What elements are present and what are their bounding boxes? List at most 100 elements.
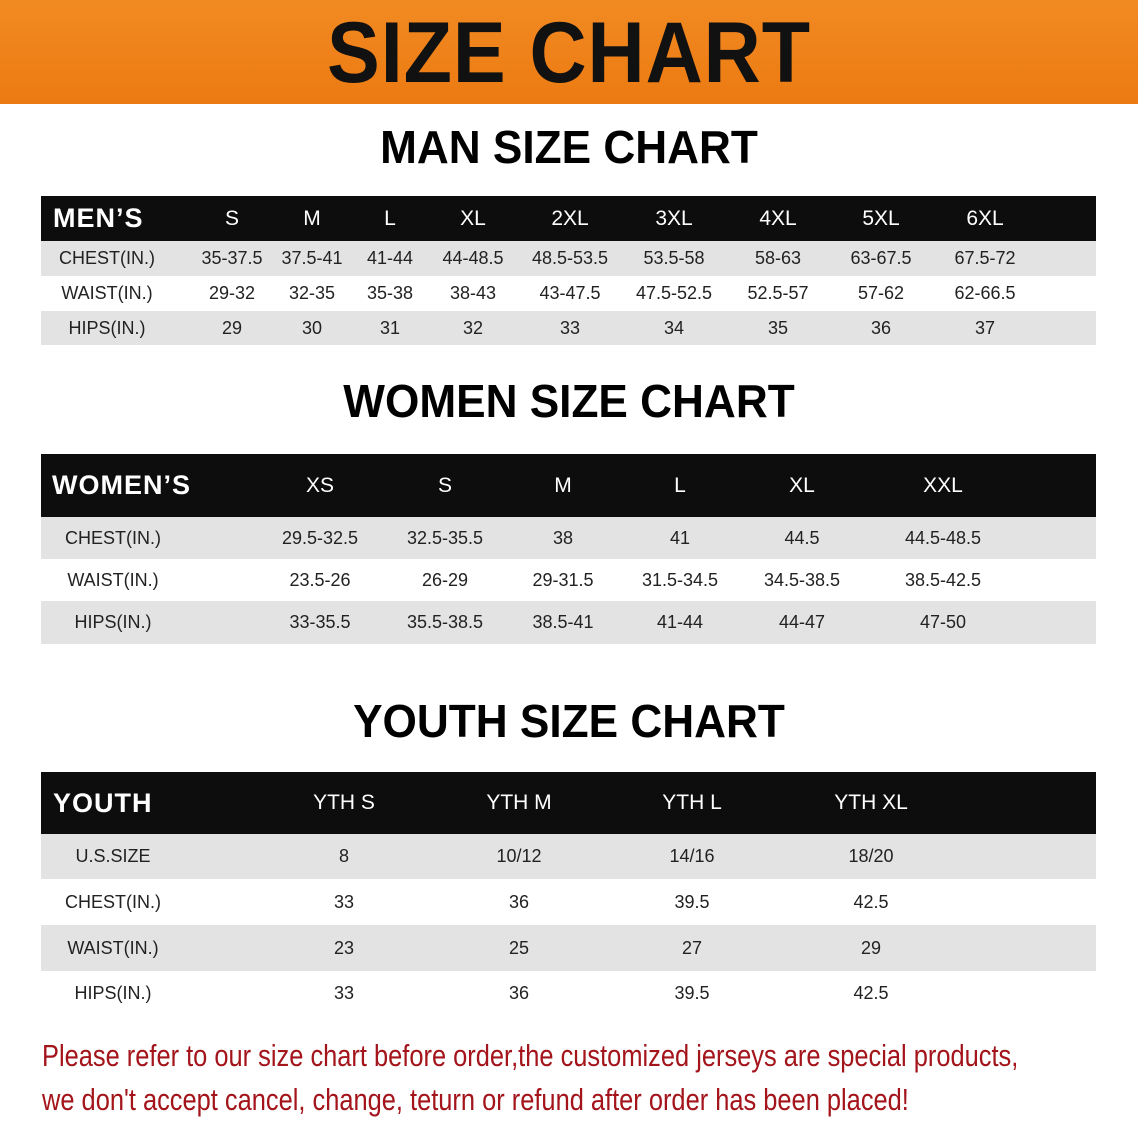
women-section-title: WOMEN SIZE CHART <box>343 375 795 427</box>
row-label: HIPS(IN.) <box>68 317 146 338</box>
table-cell: 36 <box>870 317 892 338</box>
table-cell: 37 <box>974 317 996 338</box>
table-cell: 42.5 <box>853 983 889 1003</box>
size-column-header: 2XL <box>551 206 589 230</box>
table-cell: 33 <box>333 891 355 912</box>
table-cell: 27 <box>681 937 703 958</box>
table-cell: 38 <box>552 527 574 548</box>
row-label: HIPS(IN.) <box>74 983 152 1003</box>
table-cell: 53.5-58 <box>643 248 705 268</box>
table-cell: 39.5 <box>674 983 710 1003</box>
size-column-header: M <box>303 206 321 230</box>
size-column-header: YTH XL <box>834 791 908 814</box>
table-row: HIPS(IN.) 29 30 31 32 33 34 35 36 37 <box>41 311 1096 345</box>
table-cell: 36 <box>508 891 530 912</box>
table-cell: 37.5-41 <box>281 248 343 268</box>
header-banner: SIZE CHART <box>0 0 1138 104</box>
table-cell: 35.5-38.5 <box>406 612 484 632</box>
table-cell: 39.5 <box>674 891 710 912</box>
table-cell: 41-44 <box>366 248 414 268</box>
table-cell: 38-43 <box>449 283 497 303</box>
table-row: CHEST(IN.) 33 36 39.5 42.5 <box>41 879 1096 925</box>
size-column-header: L <box>674 473 686 497</box>
table-cell: 26-29 <box>421 569 469 590</box>
table-cell: 29-31.5 <box>532 569 594 590</box>
policy-note-line-1: Please refer to our size chart before or… <box>42 1038 1019 1073</box>
table-row: HIPS(IN.) 33 36 39.5 42.5 <box>41 971 1096 1016</box>
youth-header-row: YOUTH YTH S YTH M YTH L YTH XL <box>41 772 1096 834</box>
table-cell: 38.5-41 <box>532 612 594 632</box>
table-cell: 32-35 <box>288 283 336 303</box>
size-column-header: S <box>224 206 240 230</box>
table-cell: 8 <box>338 846 350 866</box>
table-cell: 35-37.5 <box>201 248 263 268</box>
row-label: WAIST(IN.) <box>61 283 153 303</box>
women-header-row: WOMEN’S XS S M L XL XXL <box>41 454 1096 517</box>
table-cell: 62-66.5 <box>954 283 1016 303</box>
table-cell: 34 <box>663 317 685 338</box>
size-column-header: 4XL <box>759 206 797 230</box>
size-column-header: XL <box>460 206 486 230</box>
row-label: WAIST(IN.) <box>67 569 159 590</box>
row-label: WAIST(IN.) <box>67 937 159 958</box>
table-cell: 29-32 <box>208 283 256 303</box>
table-cell: 36 <box>508 983 530 1003</box>
size-column-header: XXL <box>923 473 963 497</box>
size-column-header: M <box>554 473 572 497</box>
table-cell: 34.5-38.5 <box>763 569 841 590</box>
size-column-header: XS <box>305 473 335 497</box>
row-label: CHEST(IN.) <box>59 248 155 268</box>
table-cell: 44.5 <box>784 527 820 548</box>
table-cell: 29.5-32.5 <box>281 527 359 548</box>
table-cell: 10/12 <box>496 846 542 866</box>
table-cell: 52.5-57 <box>747 283 809 303</box>
table-cell: 67.5-72 <box>954 248 1016 268</box>
table-cell: 47-50 <box>919 612 967 632</box>
table-cell: 14/16 <box>669 846 715 866</box>
table-cell: 42.5 <box>853 891 889 912</box>
size-column-header: YTH M <box>486 791 552 814</box>
table-cell: 30 <box>301 317 323 338</box>
table-cell: 23 <box>333 937 355 958</box>
table-cell: 31 <box>379 317 401 338</box>
table-cell: 48.5-53.5 <box>531 248 609 268</box>
table-row: WAIST(IN.) 23.5-26 26-29 29-31.5 31.5-34.5 34… <box>41 559 1096 601</box>
table-cell: 32.5-35.5 <box>406 527 484 548</box>
table-row: HIPS(IN.) 33-35.5 35.5-38.5 38.5-41 41-44 44-… <box>41 601 1096 644</box>
row-label: CHEST(IN.) <box>65 891 161 912</box>
table-cell: 29 <box>221 317 243 338</box>
table-cell: 33-35.5 <box>289 612 351 632</box>
size-column-header: YTH S <box>313 791 375 814</box>
row-label: U.S.SIZE <box>75 846 151 866</box>
size-column-header: L <box>384 206 396 230</box>
table-cell: 23.5-26 <box>289 569 351 590</box>
size-column-header: S <box>437 473 453 497</box>
table-row: U.S.SIZE 8 10/12 14/16 18/20 <box>41 834 1096 879</box>
table-row: WAIST(IN.) 23 25 27 29 <box>41 925 1096 971</box>
table-cell: 25 <box>508 937 530 958</box>
men-corner-label: MEN’S <box>53 203 144 233</box>
table-cell: 47.5-52.5 <box>635 283 713 303</box>
size-column-header: YTH L <box>662 791 722 814</box>
table-cell: 41 <box>669 527 691 548</box>
size-column-header: XL <box>789 473 815 497</box>
table-cell: 44.5-48.5 <box>904 527 982 548</box>
size-column-header: 5XL <box>862 206 900 230</box>
size-column-header: 6XL <box>966 206 1004 230</box>
youth-section-title: YOUTH SIZE CHART <box>353 695 785 747</box>
row-label: HIPS(IN.) <box>74 612 152 632</box>
table-cell: 32 <box>462 317 484 338</box>
youth-corner-label: YOUTH <box>53 787 153 818</box>
table-cell: 33 <box>333 983 355 1003</box>
table-cell: 38.5-42.5 <box>904 569 982 590</box>
table-cell: 18/20 <box>848 846 894 866</box>
table-cell: 57-62 <box>857 283 905 303</box>
table-cell: 29 <box>860 937 882 958</box>
women-corner-label: WOMEN’S <box>52 470 191 500</box>
row-label: CHEST(IN.) <box>65 527 161 548</box>
table-cell: 44-48.5 <box>442 248 504 268</box>
page-title: SIZE CHART <box>327 5 811 101</box>
table-row: WAIST(IN.) 29-32 32-35 35-38 38-43 43-47.5 47.… <box>41 276 1096 311</box>
table-cell: 58-63 <box>754 248 802 268</box>
table-cell: 35-38 <box>366 283 414 303</box>
